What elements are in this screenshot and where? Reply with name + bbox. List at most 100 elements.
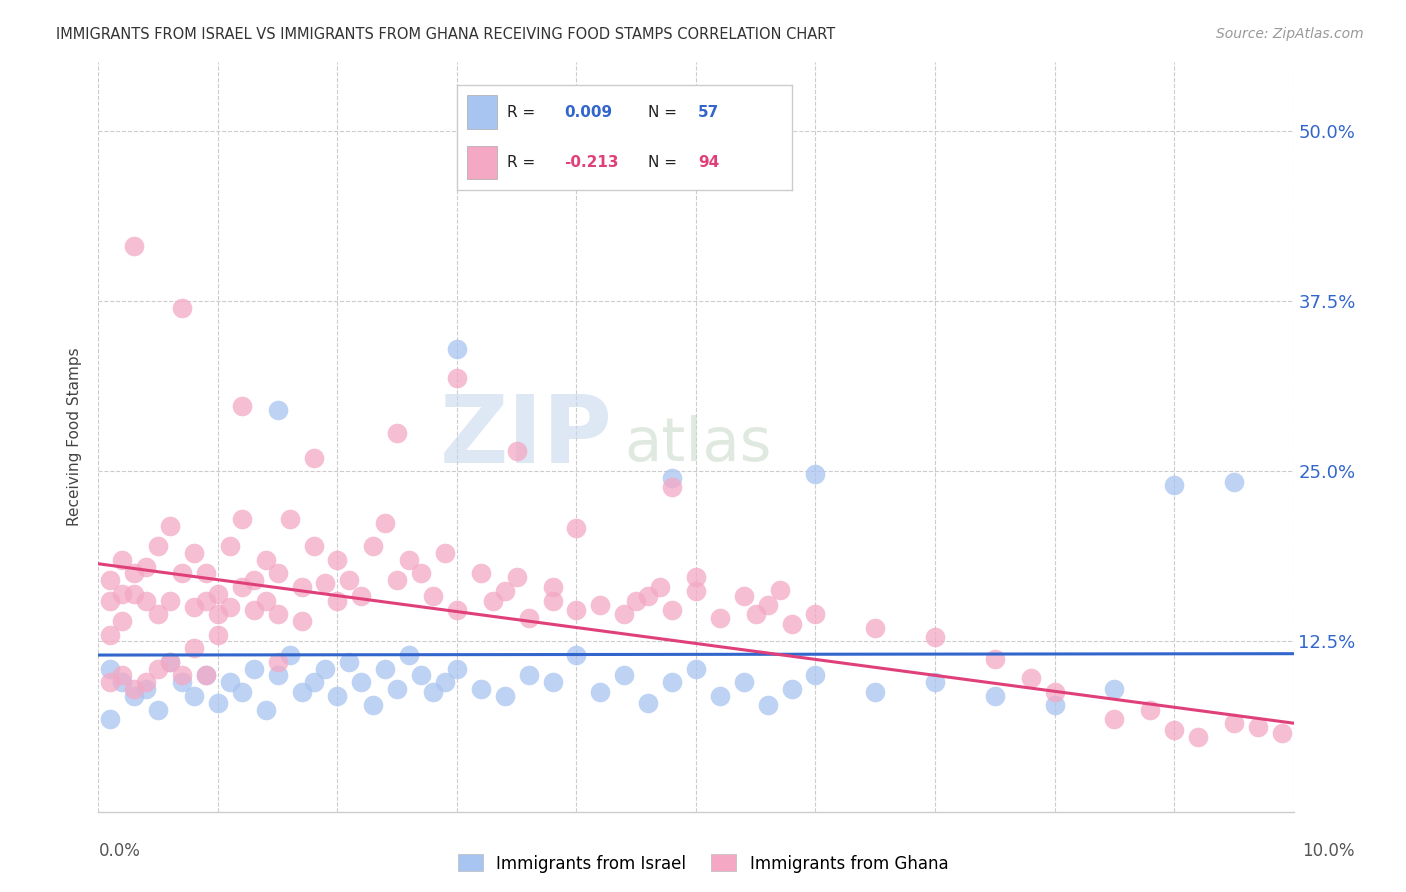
Point [1163, 723, 1185, 737]
Point [207, 607, 229, 622]
Point [637, 696, 659, 710]
Point [565, 648, 588, 662]
Point [159, 518, 181, 533]
Point [984, 689, 1007, 703]
Point [326, 552, 349, 566]
Point [231, 580, 253, 594]
Point [135, 675, 157, 690]
Point [231, 685, 253, 699]
Y-axis label: Receiving Food Stamps: Receiving Food Stamps [67, 348, 83, 526]
Point [924, 675, 946, 690]
Point [172, 668, 194, 682]
Point [434, 546, 457, 560]
Point [1187, 730, 1209, 744]
Point [541, 593, 564, 607]
Point [650, 580, 672, 594]
Point [411, 566, 433, 581]
Point [124, 689, 146, 703]
Point [1247, 720, 1270, 734]
Point [1043, 685, 1066, 699]
Point [207, 696, 229, 710]
Point [267, 655, 290, 669]
Point [1223, 716, 1246, 731]
Point [565, 521, 588, 535]
Point [291, 580, 314, 594]
Point [756, 598, 779, 612]
Point [254, 702, 277, 716]
Point [183, 600, 205, 615]
Legend: Immigrants from Israel, Immigrants from Ghana: Immigrants from Israel, Immigrants from … [451, 847, 955, 880]
Point [661, 471, 683, 485]
Point [231, 399, 253, 413]
Point [339, 573, 361, 587]
Point [411, 668, 433, 682]
Point [124, 682, 146, 697]
Point [506, 443, 529, 458]
Point [111, 668, 134, 682]
Text: ZIP: ZIP [440, 391, 613, 483]
Point [374, 516, 396, 530]
Point [1163, 477, 1185, 491]
Point [350, 675, 373, 690]
Point [135, 559, 157, 574]
Point [804, 467, 827, 481]
Point [733, 590, 755, 604]
Point [661, 603, 683, 617]
Point [613, 607, 636, 622]
Point [709, 689, 731, 703]
Point [613, 668, 636, 682]
Point [135, 593, 157, 607]
Point [422, 685, 444, 699]
Point [243, 603, 266, 617]
Point [159, 655, 181, 669]
Point [254, 552, 277, 566]
Point [626, 593, 648, 607]
Point [446, 662, 468, 676]
Point [148, 607, 170, 622]
Point [172, 675, 194, 690]
Point [124, 566, 146, 581]
Point [865, 685, 887, 699]
Point [98, 675, 122, 690]
Point [446, 342, 468, 356]
Point [159, 655, 181, 669]
Point [124, 239, 146, 253]
Point [302, 539, 325, 553]
Point [865, 621, 887, 635]
Point [302, 450, 325, 465]
Point [1019, 671, 1042, 685]
Point [350, 590, 373, 604]
Point [589, 685, 612, 699]
Point [733, 675, 755, 690]
Point [183, 689, 205, 703]
Point [924, 631, 946, 645]
Text: 0.0%: 0.0% [98, 842, 141, 860]
Point [98, 662, 122, 676]
Point [494, 584, 516, 599]
Point [685, 584, 707, 599]
Point [804, 668, 827, 682]
Point [398, 552, 420, 566]
Point [111, 587, 134, 601]
Point [661, 675, 683, 690]
Point [339, 655, 361, 669]
Point [219, 675, 242, 690]
Point [385, 573, 409, 587]
Point [1104, 682, 1126, 697]
Point [98, 627, 122, 641]
Point [243, 573, 266, 587]
Point [254, 593, 277, 607]
Point [183, 546, 205, 560]
Point [267, 607, 290, 622]
Point [685, 570, 707, 584]
Point [1104, 712, 1126, 726]
Point [398, 648, 420, 662]
Point [291, 685, 314, 699]
Point [148, 539, 170, 553]
Point [98, 712, 122, 726]
Point [470, 682, 492, 697]
Point [1223, 475, 1246, 489]
Point [589, 598, 612, 612]
Point [374, 662, 396, 676]
Point [183, 641, 205, 656]
